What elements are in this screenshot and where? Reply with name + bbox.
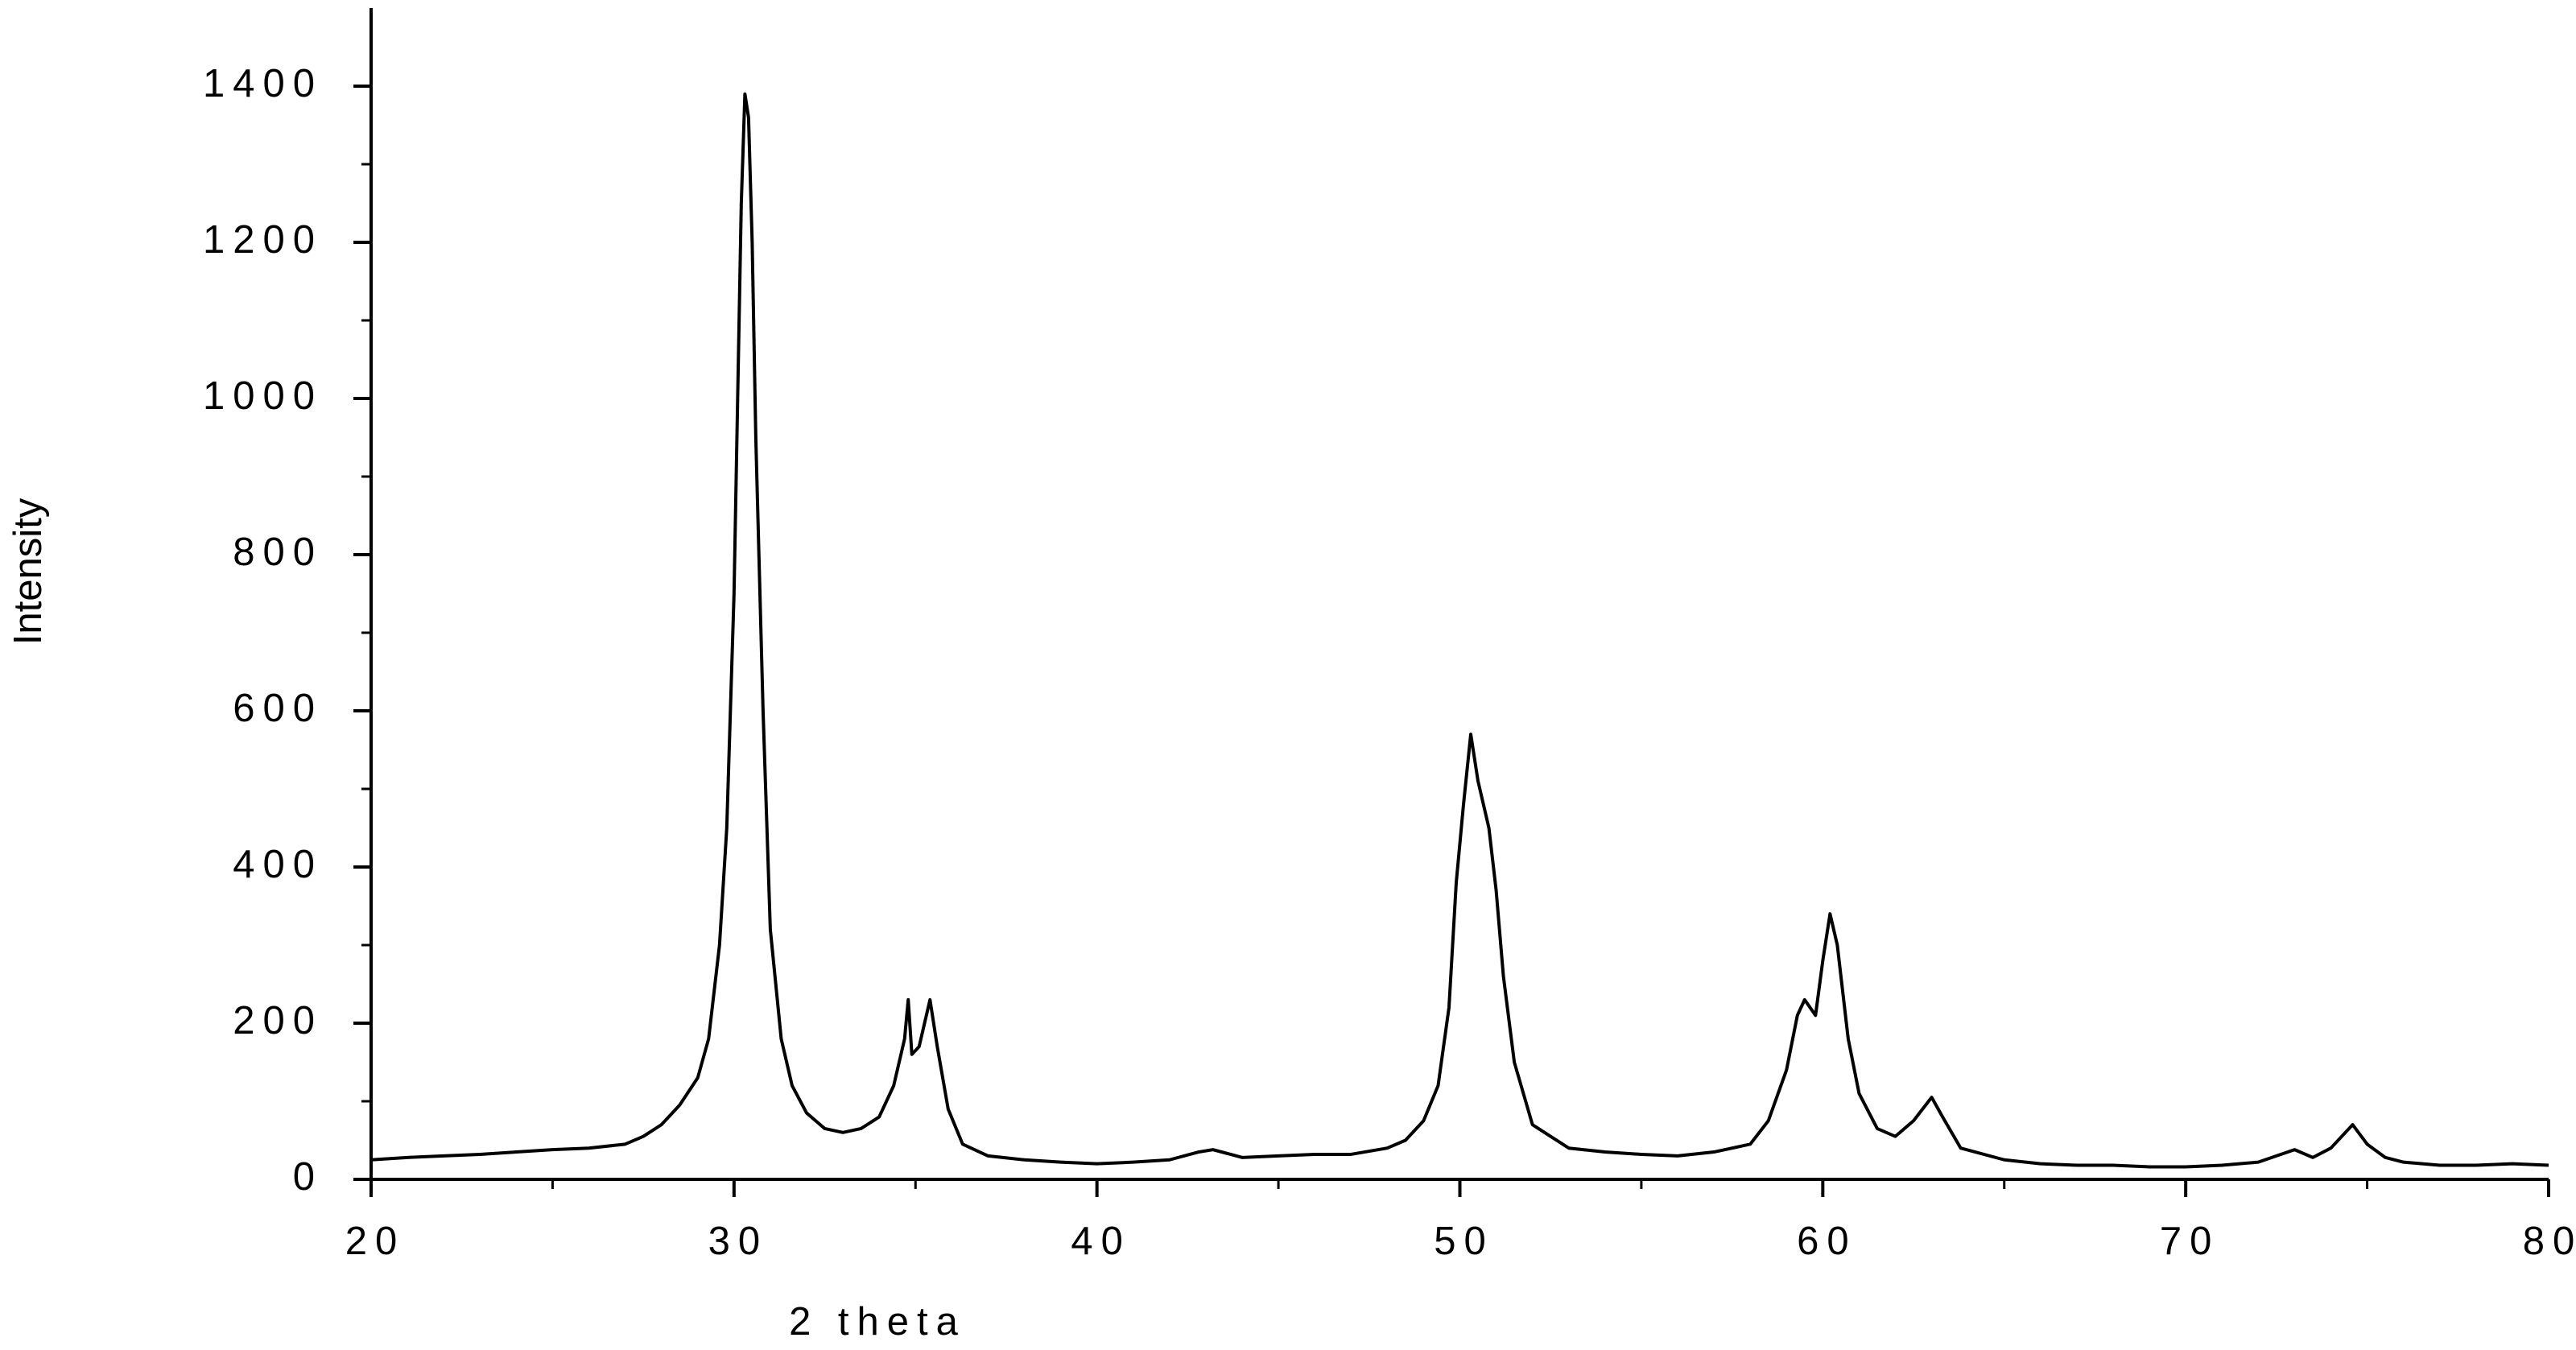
y-tick-label: 600 — [233, 687, 323, 730]
x-tick-label: 70 — [2160, 1220, 2220, 1263]
x-tick-label: 40 — [1071, 1220, 1131, 1263]
y-tick-label: 0 — [293, 1155, 323, 1199]
y-tick-label: 800 — [233, 531, 323, 574]
x-tick-label: 80 — [2523, 1220, 2576, 1263]
y-tick-label: 1400 — [203, 62, 323, 105]
y-axis-label: Intensity — [6, 497, 50, 645]
x-tick-label: 60 — [1797, 1220, 1857, 1263]
y-tick-label: 400 — [233, 843, 323, 886]
data-line — [370, 92, 2549, 1169]
y-tick-label: 1000 — [203, 374, 323, 418]
y-tick-label: 200 — [233, 999, 323, 1042]
x-tick-label: 20 — [345, 1220, 406, 1263]
x-tick-label: 50 — [1434, 1220, 1494, 1263]
x-axis-label: 2 theta — [789, 1300, 966, 1344]
y-tick-label: 1200 — [203, 218, 323, 262]
x-tick-label: 30 — [708, 1220, 769, 1263]
